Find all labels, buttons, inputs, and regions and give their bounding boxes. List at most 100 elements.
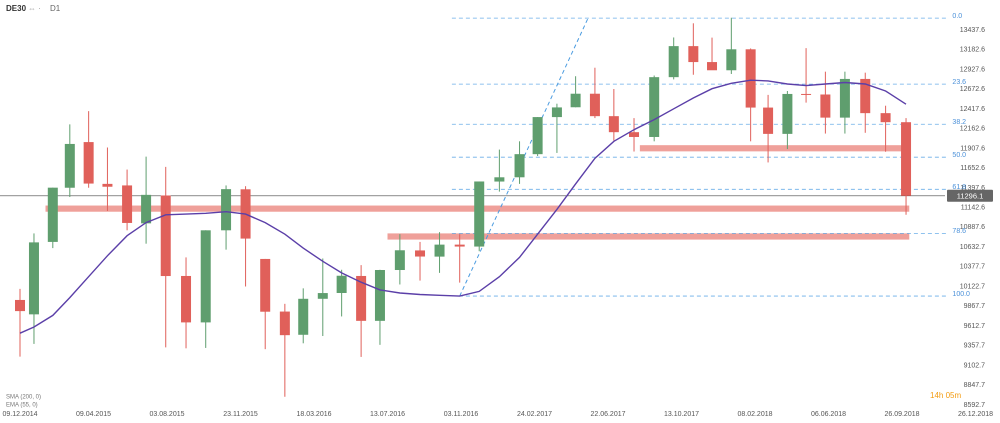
candle-body (551, 107, 562, 118)
fib-label: 0.0 (952, 13, 962, 20)
x-tick-label: 08.02.2018 (737, 411, 772, 418)
candle-body (374, 270, 385, 321)
support-zone (387, 233, 910, 240)
x-tick-label: 03.11.2016 (444, 411, 479, 418)
symbol: DE30 (6, 4, 27, 13)
candle-body (317, 293, 328, 299)
y-tick-label: 10377.7 (960, 264, 985, 271)
y-tick-label: 8847.7 (964, 382, 986, 389)
y-tick-label: 8592.7 (964, 402, 986, 409)
fib-label: 50.0 (952, 152, 966, 159)
candle-body (28, 242, 39, 315)
candle-body (707, 62, 718, 71)
candle-body (336, 275, 347, 293)
x-tick-label: 26.12.2018 (958, 411, 993, 418)
fib-label: 100.0 (952, 291, 970, 298)
candle-body (688, 46, 699, 63)
candle-body (532, 117, 543, 155)
candle-body (880, 113, 891, 123)
x-tick-label: 24.02.2017 (517, 411, 552, 418)
candle-body (629, 132, 640, 137)
x-tick-label: 06.06.2018 (811, 411, 846, 418)
indicator-legend: SMA (200, 0) (6, 395, 41, 401)
sma-line (19, 79, 907, 334)
y-tick-label: 13182.6 (960, 47, 985, 54)
trendline (459, 17, 589, 297)
indicator-legend: EMA (55, 0) (6, 403, 38, 409)
y-tick-label: 12672.6 (960, 86, 985, 93)
y-tick-label: 9612.7 (964, 323, 986, 330)
candle-body (279, 311, 290, 336)
candle-body (494, 177, 505, 182)
candle-body (122, 185, 133, 223)
candle-body (745, 49, 756, 108)
y-tick-label: 12162.6 (960, 126, 985, 133)
candle-body (668, 46, 679, 78)
x-tick-label: 26.09.2018 (884, 411, 919, 418)
x-tick-label: 23.11.2015 (223, 411, 258, 418)
candle-body (15, 299, 25, 312)
y-tick-label: 10632.7 (960, 244, 985, 251)
candle-body (860, 78, 871, 114)
fib-label: 78.6 (952, 228, 966, 235)
y-tick-label: 12417.6 (960, 106, 985, 113)
separator: ⇔ · (28, 4, 41, 13)
y-tick-label: 11142.6 (961, 205, 985, 212)
candle-body (200, 230, 211, 323)
candle-body (782, 93, 793, 134)
candle-body (83, 142, 94, 184)
x-tick-label: 09.04.2015 (76, 411, 111, 418)
timeframe: D1 (50, 4, 61, 13)
y-tick-label: 11907.6 (960, 145, 985, 152)
candle-body (181, 275, 192, 323)
candle-timer: 14h 05m (930, 391, 961, 400)
candle-body (434, 244, 445, 257)
x-tick-label: 09.12.2014 (2, 411, 37, 418)
candle-body (102, 183, 113, 187)
candle-body (47, 187, 58, 242)
x-tick-label: 22.06.2017 (590, 411, 625, 418)
y-tick-label: 9357.7 (964, 343, 986, 350)
candle-body (356, 275, 367, 321)
candle-body (589, 93, 600, 117)
y-tick-label: 10122.7 (960, 283, 985, 290)
last-price-box (947, 189, 993, 202)
y-tick-label: 11397.6 (960, 185, 985, 192)
y-tick-label: 12927.6 (960, 66, 985, 73)
candle-body (649, 77, 660, 137)
candle-body (141, 194, 152, 224)
x-tick-label: 13.07.2016 (370, 411, 405, 418)
fib-label: 38.2 (952, 119, 966, 126)
candle-body (820, 94, 831, 118)
x-tick-label: 03.08.2015 (149, 411, 184, 418)
y-tick-label: 13437.6 (960, 27, 985, 34)
candle-body (801, 93, 812, 95)
y-tick-label: 9867.7 (964, 303, 986, 310)
candle-body (474, 181, 485, 247)
candle-body (298, 298, 309, 335)
support-zone (639, 145, 910, 152)
candle-body (160, 195, 171, 277)
candle-body (64, 143, 75, 188)
candle-body (570, 93, 581, 108)
fib-label: 23.6 (952, 79, 966, 86)
candle-body (763, 107, 774, 134)
x-tick-label: 18.03.2016 (296, 411, 331, 418)
fib-label: 61.8 (952, 184, 966, 191)
x-tick-label: 13.10.2017 (664, 411, 699, 418)
candle-body (454, 244, 465, 247)
candle-body (514, 154, 525, 178)
candle-body (394, 250, 405, 271)
y-tick-label: 9102.7 (964, 362, 986, 369)
y-tick-label: 11652.6 (960, 165, 985, 172)
candle-body (608, 116, 619, 133)
candle-body (415, 250, 426, 257)
y-tick-label: 10887.6 (960, 224, 985, 231)
candle-body (901, 122, 912, 196)
candle-body (726, 49, 737, 71)
candle-body (839, 78, 850, 118)
candle-body (260, 258, 271, 312)
last-price-label: 11296.1 (957, 191, 984, 200)
